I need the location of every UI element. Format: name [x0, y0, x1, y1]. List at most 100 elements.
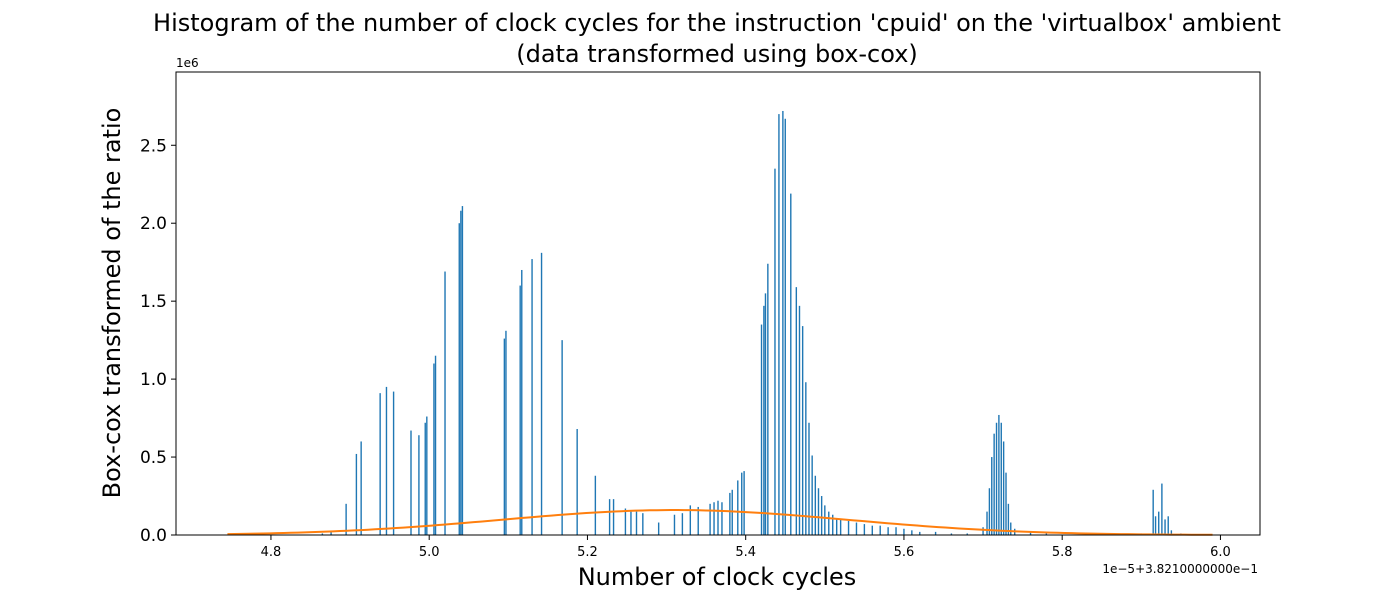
histogram-bar — [612, 499, 615, 535]
histogram-bar — [998, 414, 1000, 535]
histogram-bar — [1154, 516, 1157, 535]
histogram-bar — [995, 422, 998, 535]
histogram-bar — [1164, 519, 1166, 535]
x-tick-label: 5.4 — [735, 545, 756, 560]
histogram-bar — [811, 455, 813, 535]
histogram-bar — [814, 475, 817, 535]
histogram-bar — [895, 527, 897, 535]
histogram-bar — [503, 338, 506, 535]
histogram-bar — [521, 269, 523, 535]
histogram-bar — [817, 488, 820, 535]
histogram-bar — [784, 118, 786, 536]
y-tick-label: 0.5 — [140, 448, 167, 468]
histogram-bar — [798, 305, 801, 535]
histogram-bar — [709, 503, 711, 535]
fitted-distribution-curve — [227, 509, 1213, 536]
histogram-bar — [982, 527, 984, 535]
y-tick-label: 1.5 — [140, 292, 167, 312]
histogram-bar — [824, 505, 826, 535]
histogram-bar — [642, 513, 644, 535]
histogram-bar — [950, 533, 953, 535]
histogram-bar — [828, 511, 830, 535]
histogram-bar — [426, 416, 428, 535]
histogram-bar — [594, 475, 597, 535]
histogram-bar — [1029, 531, 1032, 535]
histogram-bar — [729, 492, 731, 535]
histogram-bar — [737, 480, 739, 535]
histogram-bar — [392, 391, 395, 535]
histogram-bar — [741, 472, 743, 535]
histogram-bar — [871, 525, 873, 535]
x-tick-label: 4.8 — [261, 545, 282, 560]
histogram-bar — [1170, 530, 1173, 535]
x-axis-label: Number of clock cycles — [578, 563, 857, 591]
histogram-bar — [934, 531, 937, 535]
histogram-bar — [767, 263, 769, 535]
histogram-bar — [460, 210, 462, 536]
histogram-bar — [444, 271, 446, 535]
histogram-bar — [410, 430, 412, 535]
histogram-bar — [461, 206, 464, 535]
histogram-bar — [1158, 511, 1160, 535]
histogram-bars — [321, 110, 1182, 536]
histogram-bar — [576, 428, 578, 535]
y-multiplier-label: 1e6 — [176, 56, 199, 70]
histogram-bar — [832, 514, 834, 535]
histogram-bar — [1002, 441, 1005, 535]
histogram-bar — [764, 293, 767, 535]
histogram-bar — [795, 287, 798, 535]
histogram-bar — [763, 305, 765, 535]
x-axis-ticks: 4.8 5.0 5.2 5.4 5.6 5.8 6.0 — [261, 535, 1231, 560]
histogram-bar — [531, 259, 533, 535]
histogram-bar — [743, 471, 745, 535]
y-tick-label: 0.0 — [140, 526, 167, 546]
y-axis-ticks: 0.0 0.5 1.0 1.5 2.0 2.5 — [140, 136, 176, 546]
chart-title-line2: (data transformed using box-cox) — [516, 40, 918, 68]
histogram-bar — [624, 508, 627, 535]
histogram-bar — [1167, 516, 1169, 535]
histogram-bar — [863, 524, 866, 535]
histogram-bar — [418, 435, 420, 535]
histogram-bar — [760, 324, 763, 535]
histogram-bar — [911, 530, 913, 535]
histogram-bar — [790, 193, 792, 535]
histogram-bar — [458, 223, 460, 535]
histogram-bar — [991, 457, 993, 535]
histogram-bar — [903, 528, 905, 535]
histogram-bar — [1161, 483, 1163, 535]
histogram-bar — [986, 511, 988, 535]
histogram-bar — [1045, 533, 1048, 535]
histogram-bar — [424, 422, 426, 535]
y-tick-label: 2.0 — [140, 214, 167, 234]
histogram-bar — [778, 114, 780, 535]
fitted-curve-layer — [227, 509, 1213, 536]
histogram-bar — [879, 525, 881, 535]
histogram-bar — [657, 522, 660, 535]
histogram-bar — [355, 453, 358, 535]
plot-frame — [175, 71, 1261, 536]
x-tick-label: 6.0 — [1210, 545, 1231, 560]
histogram-bar — [717, 500, 719, 535]
histogram-bar — [434, 355, 437, 535]
x-tick-label: 5.2 — [577, 545, 598, 560]
histogram-bar — [385, 386, 388, 535]
histogram-bar — [505, 330, 507, 535]
histogram-bar — [635, 511, 638, 535]
histogram-bar — [345, 503, 347, 535]
histogram-bar — [966, 533, 968, 535]
histogram-bar — [321, 533, 324, 535]
histogram-bar — [919, 531, 921, 535]
y-axis-label: Box-cox transformed of the ratio — [98, 108, 126, 499]
histogram-bar — [774, 168, 776, 535]
histogram-bar — [689, 505, 692, 535]
histogram-bar — [561, 340, 563, 535]
histogram-bar — [782, 110, 784, 535]
x-tick-label: 5.0 — [419, 545, 440, 560]
x-tick-label: 5.8 — [1052, 545, 1073, 560]
histogram-bar — [379, 393, 381, 535]
histogram-bar — [519, 285, 521, 535]
histogram-bar — [433, 363, 435, 535]
histogram-bar — [805, 382, 807, 535]
y-tick-label: 2.5 — [140, 136, 167, 156]
